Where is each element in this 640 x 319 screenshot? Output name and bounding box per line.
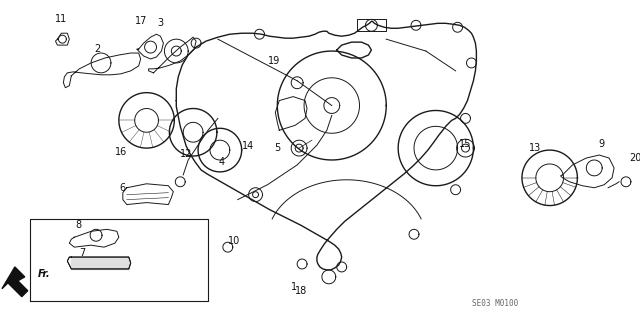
Text: 7: 7 <box>79 248 85 258</box>
Text: 17: 17 <box>136 16 148 26</box>
Text: 10: 10 <box>228 236 240 246</box>
Text: SE03 M0100: SE03 M0100 <box>472 299 518 308</box>
Polygon shape <box>71 257 129 269</box>
Text: 6: 6 <box>120 183 126 193</box>
Text: 4: 4 <box>219 157 225 167</box>
Text: 16: 16 <box>115 147 127 157</box>
Text: 2: 2 <box>94 44 100 54</box>
Text: 3: 3 <box>157 18 163 28</box>
Text: 18: 18 <box>295 286 307 296</box>
Text: 20: 20 <box>630 153 640 163</box>
Text: 14: 14 <box>241 141 253 151</box>
Text: 8: 8 <box>75 220 81 230</box>
Text: 12: 12 <box>180 149 193 159</box>
Polygon shape <box>2 267 28 297</box>
Text: Fr.: Fr. <box>38 269 51 279</box>
Text: 11: 11 <box>55 14 68 24</box>
Text: 1: 1 <box>291 282 297 292</box>
Text: 19: 19 <box>268 56 280 66</box>
Text: 5: 5 <box>274 143 280 153</box>
Text: 13: 13 <box>529 143 541 153</box>
Text: 9: 9 <box>598 139 604 149</box>
Text: 15: 15 <box>460 139 472 149</box>
